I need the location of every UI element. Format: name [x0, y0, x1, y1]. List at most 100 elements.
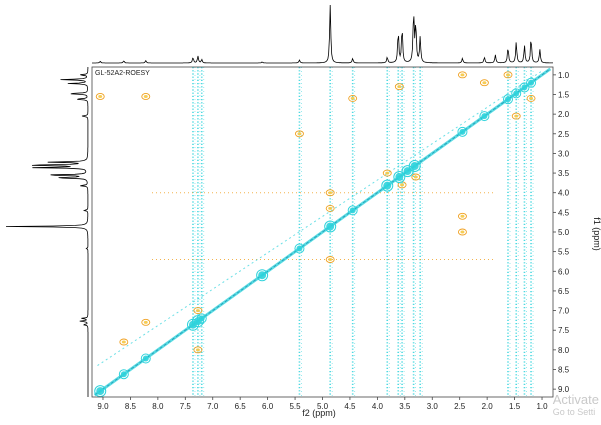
diagonal-peak: [326, 222, 335, 231]
cross-peak-contour: [95, 93, 105, 100]
diagonal-peak: [513, 90, 520, 97]
x-tick-label: 3.0: [427, 402, 439, 411]
y-tick-label: 7.5: [558, 326, 570, 335]
y-tick-label: 3.5: [558, 169, 570, 178]
cross-peak: [143, 94, 148, 98]
x-tick-label: 7.0: [207, 402, 219, 411]
cross-peak-contour: [411, 173, 421, 181]
cross-peak-contour: [479, 79, 489, 87]
y-tick-label: 1.0: [558, 71, 570, 80]
watermark-line-2: Go to Setti: [552, 407, 596, 417]
y-tick-label: 6.5: [558, 287, 570, 296]
x-tick-label: 2.5: [454, 402, 466, 411]
cross-peak-contour: [348, 94, 358, 102]
x-tick-label: 3.5: [399, 402, 411, 411]
cross-peak-contour: [141, 318, 151, 326]
x-tick-label: 1.5: [509, 402, 521, 411]
cross-peak: [121, 340, 126, 344]
cross-peak-contour: [119, 338, 129, 346]
x-tick-label: 2.0: [482, 402, 494, 411]
diagonal-peak-contour: [408, 160, 421, 172]
diagonal-peak-contour: [511, 88, 522, 99]
y-tick-label: 8.5: [558, 366, 570, 375]
cross-peak: [514, 114, 519, 118]
cross-peak: [297, 132, 302, 136]
cross-peak-contour: [526, 94, 536, 102]
cross-peak: [98, 94, 103, 98]
axes-layer: 9.0 8.5 8.0 7.5 7.0 6.5 6.0 5.5 5.0 4.5 4.0 3.5 3.0 2…: [91, 66, 570, 411]
diagonal-peak-contour: [196, 313, 207, 324]
parallel-diagonal-artifact: [97, 70, 543, 366]
diagonal-peak: [258, 271, 267, 280]
x-tick-label: 7.5: [180, 402, 192, 411]
y-tick-label: 6.0: [558, 267, 570, 276]
diagonal-peak: [410, 162, 419, 170]
diagonal-peak: [349, 207, 356, 214]
cross-peak: [195, 309, 200, 313]
y-tick-label: 2.5: [558, 130, 570, 139]
cross-peak: [328, 258, 333, 261]
cross-peak-contour: [382, 169, 392, 177]
y-tick-label: 5.5: [558, 248, 570, 257]
x-tick-label: 9.0: [97, 402, 109, 411]
cross-peak-contour: [457, 71, 467, 79]
diagonal-peak: [504, 96, 511, 103]
cross-peak: [328, 191, 333, 195]
cross-peak: [143, 320, 148, 324]
cross-peak: [460, 73, 465, 77]
cross-peak-contour: [457, 228, 467, 236]
x-tick-label: 5.0: [317, 402, 329, 411]
cross-peak-contour: [325, 256, 335, 263]
x-tick-label: 1.0: [536, 402, 548, 411]
cross-peak: [195, 348, 200, 352]
cross-peak: [460, 214, 465, 218]
diagonal-peak-contour: [347, 205, 358, 216]
diagonal-peak-contour: [526, 77, 537, 88]
y-tick-label: 8.0: [558, 346, 570, 355]
diagonal-peak-contour: [502, 94, 513, 105]
cross-peak: [328, 206, 333, 210]
diagonal-peak-contour: [479, 111, 490, 122]
diagonal-peak: [383, 181, 392, 190]
chart-title: GL-52A2-ROESY: [95, 70, 150, 77]
diagonal-peak: [96, 387, 105, 396]
diagonal-ridge-core: [94, 68, 551, 396]
cross-peak: [413, 175, 418, 179]
y-tick-label: 3.0: [558, 149, 570, 158]
x-tick-label: 8.5: [125, 402, 137, 411]
diagonal-layer: [93, 67, 552, 397]
cross-peak: [529, 96, 534, 100]
y-tick-label: 9.0: [558, 385, 570, 394]
diagonal-peak: [296, 245, 303, 252]
x-tick-label: 6.5: [235, 402, 247, 411]
cross-peak-contour: [503, 71, 513, 79]
x-tick-label: 4.0: [372, 402, 384, 411]
cross-peak: [482, 81, 487, 85]
cross-peak-contour: [193, 346, 203, 354]
y-tick-label: 1.5: [558, 91, 570, 100]
cross-peak-contour: [325, 204, 335, 212]
cross-peak-contour: [457, 212, 467, 220]
y-tick-label: 2.0: [558, 110, 570, 119]
diagonal-peak-contour: [256, 269, 269, 282]
projection-layer: [5, 4, 553, 397]
cross-peak-contour: [325, 189, 335, 197]
x-axis-label: f2 (ppm): [302, 408, 336, 418]
diagonal-peak-contour: [118, 369, 129, 380]
cross-peak: [400, 183, 405, 187]
diagonal-peak: [528, 79, 535, 86]
cross-peak: [505, 73, 510, 77]
cross-peak: [397, 85, 402, 89]
diagonal-peak-contour: [457, 126, 468, 137]
cross-peak-contour: [295, 130, 304, 138]
diagonal-peak-contour: [519, 82, 530, 93]
activate-windows-watermark: Activate Go to Setti: [552, 393, 599, 418]
cross-peak: [385, 171, 390, 175]
y-tick-label: 7.0: [558, 307, 570, 316]
diagonal-peak: [459, 128, 466, 135]
y-axis-label: f1 (ppm): [592, 217, 601, 251]
cross-peak: [350, 96, 355, 100]
diagonal-peak: [120, 371, 127, 378]
